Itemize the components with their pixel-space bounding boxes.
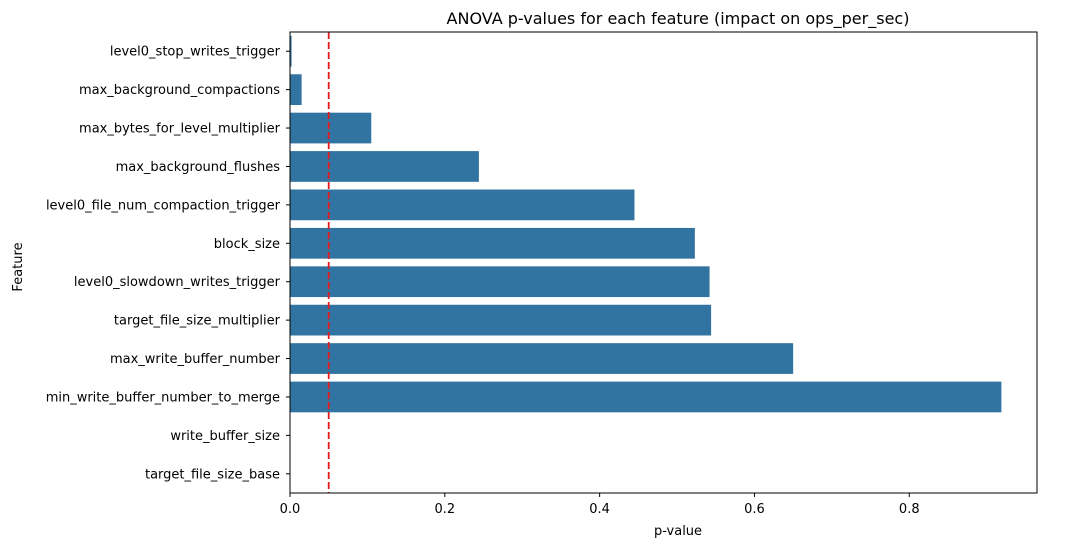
y-tick-label: block_size <box>214 237 280 252</box>
y-tick-label: level0_slowdown_writes_trigger <box>74 275 281 290</box>
bar-block-size <box>290 227 695 259</box>
y-tick-label: max_write_buffer_number <box>110 352 281 367</box>
y-tick-label: max_background_compactions <box>79 83 280 98</box>
y-tick-label: write_buffer_size <box>170 429 280 444</box>
bar-max-bytes-for-level-multiplier <box>290 112 372 144</box>
plot-frame <box>289 31 1038 494</box>
x-tick-label: 0.6 <box>744 502 765 517</box>
y-tick-label: max_background_flushes <box>116 160 281 175</box>
x-tick-label: 0.4 <box>589 502 610 517</box>
bar-max-background-flushes <box>290 151 479 182</box>
y-tick-label: level0_file_num_compaction_trigger <box>46 198 281 213</box>
bars-group <box>290 35 1002 413</box>
x-tick-label: 0.0 <box>280 502 301 517</box>
y-tick-label: max_bytes_for_level_multiplier <box>79 122 281 137</box>
x-tick-label: 0.2 <box>434 502 455 517</box>
x-tick-label: 0.8 <box>899 502 920 517</box>
bar-min-write-buffer-number-to-merge <box>290 381 1002 413</box>
chart-title: ANOVA p-values for each feature (impact … <box>447 9 910 29</box>
y-axis-label: Feature <box>11 242 26 291</box>
bar-level0-slowdown-writes-trigger <box>290 266 710 298</box>
y-tick-label: target_file_size_multiplier <box>114 314 281 329</box>
y-tick-label: target_file_size_base <box>145 467 280 482</box>
bar-target-file-size-multiplier <box>290 304 712 336</box>
y-tick-label: min_write_buffer_number_to_merge <box>46 390 280 405</box>
y-tick-label: level0_stop_writes_trigger <box>110 45 281 60</box>
bar-max-background-compactions <box>290 74 302 105</box>
x-axis-ticks: 0.0 0.2 0.4 0.6 0.8 <box>280 493 920 517</box>
bar-max-write-buffer-number <box>290 343 794 374</box>
x-axis-label: p-value <box>654 524 702 539</box>
bar-level0-file-num-compaction-trigger <box>290 189 635 221</box>
y-axis-ticks: level0_stop_writes_trigger max_background… <box>46 45 290 482</box>
bar-level0-stop-writes-trigger <box>290 35 292 67</box>
